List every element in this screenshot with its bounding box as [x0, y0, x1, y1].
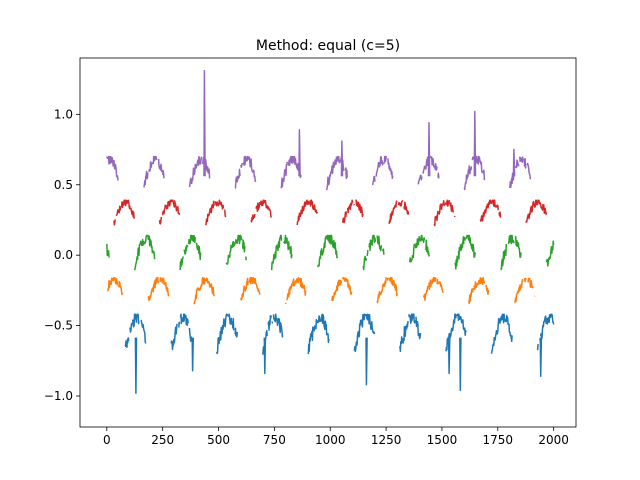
series-line-4: [113, 199, 548, 227]
x-tick-label-3: 750: [263, 433, 286, 447]
x-tick-label-1: 250: [151, 433, 174, 447]
x-tick-label-6: 1500: [427, 433, 458, 447]
y-tick-label-2: 0.0: [54, 248, 73, 262]
y-tick-label-4: 1.0: [54, 107, 73, 121]
series-layer: [106, 69, 555, 394]
y-tick-label-0: −1.0: [44, 389, 73, 403]
series-2: [106, 276, 536, 305]
series-line-1: [124, 313, 555, 394]
y-tick-label-3: 0.5: [54, 178, 73, 192]
plot-area-frame: [79, 57, 577, 428]
x-tick-label-4: 1000: [315, 433, 346, 447]
chart-title: Method: equal (c=5): [256, 38, 400, 54]
series-4: [113, 199, 548, 227]
series-5: [106, 69, 532, 191]
x-tick-label-5: 1250: [371, 433, 402, 447]
x-tick-label-7: 1750: [483, 433, 514, 447]
series-3: [106, 234, 555, 271]
x-tick-label-2: 500: [207, 433, 230, 447]
series-1: [124, 313, 555, 394]
x-tick-label-8: 2000: [538, 433, 569, 447]
axes-layer: 0 250 500 750 1000 1250 1500 1750 2000 −1.0 −0.5 0.…: [44, 107, 569, 447]
series-line-5: [106, 69, 532, 191]
series-line-3: [106, 234, 555, 271]
x-tick-label-0: 0: [103, 433, 111, 447]
series-line-2: [106, 276, 536, 305]
y-tick-label-1: −0.5: [44, 319, 73, 333]
